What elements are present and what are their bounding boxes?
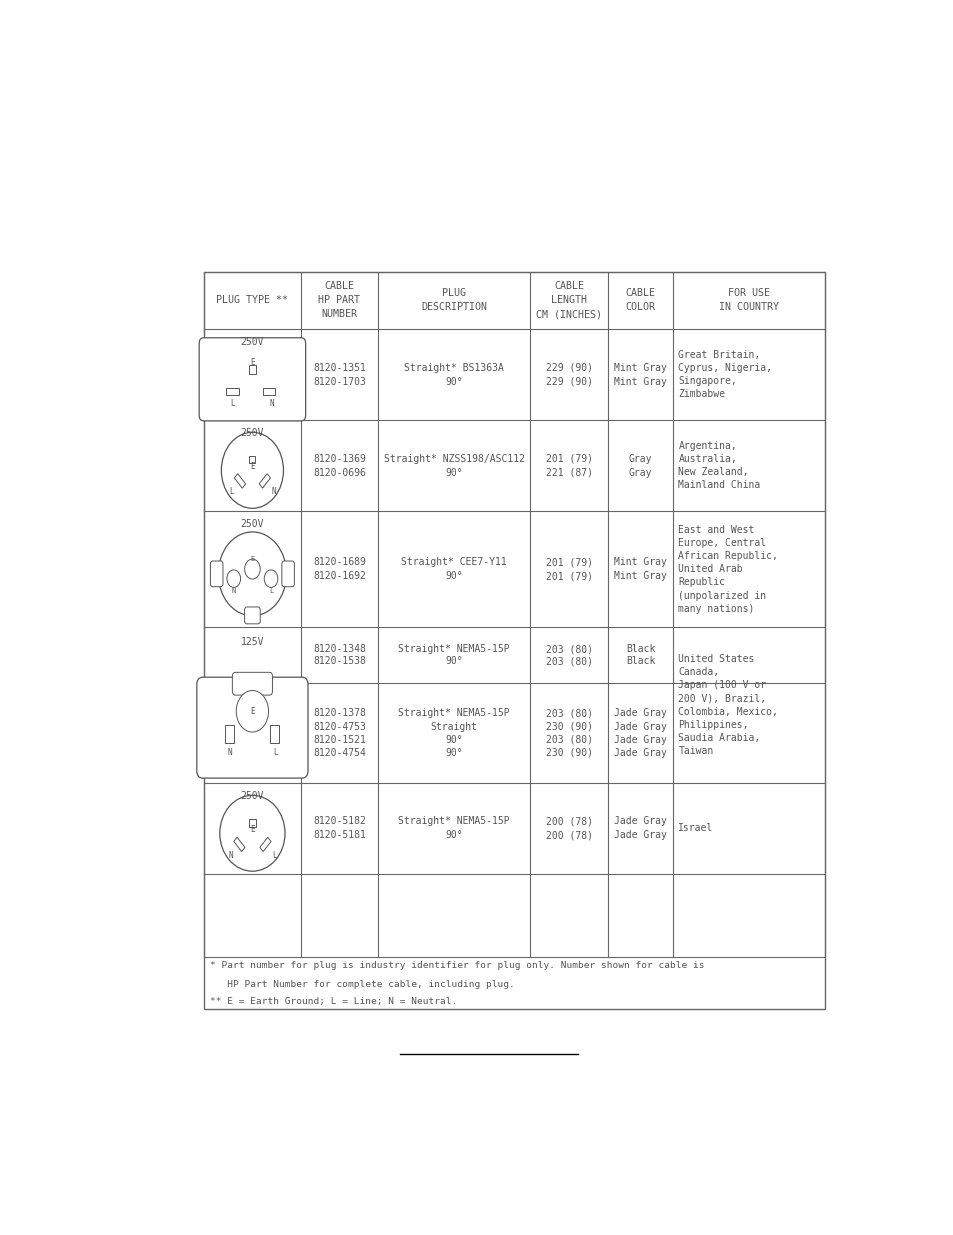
Text: E: E [250, 556, 254, 562]
Bar [249, 456, 255, 463]
Text: 8120-5182
8120-5181: 8120-5182 8120-5181 [313, 816, 365, 841]
Text: Argentina,
Australia,
New Zealand,
Mainland China: Argentina, Australia, New Zealand, Mainl… [678, 441, 760, 490]
Text: Straight* NZSS198/ASC112
90°: Straight* NZSS198/ASC112 90° [383, 453, 524, 478]
Text: L: L [230, 399, 234, 408]
Text: 125V: 125V [240, 637, 264, 647]
Text: Jade Gray
Jade Gray
Jade Gray
Jade Gray: Jade Gray Jade Gray Jade Gray Jade Gray [614, 709, 666, 758]
Text: N: N [270, 399, 274, 408]
Text: CABLE
COLOR: CABLE COLOR [625, 289, 655, 312]
Text: E: E [250, 825, 254, 834]
Text: 250V: 250V [240, 790, 264, 800]
Text: Israel: Israel [678, 824, 713, 834]
Bar [234, 474, 245, 488]
Ellipse shape [218, 532, 286, 616]
FancyBboxPatch shape [244, 606, 260, 624]
Bar [262, 389, 274, 395]
Text: 250V: 250V [240, 337, 264, 347]
Ellipse shape [221, 432, 283, 509]
Text: 203 (80)
230 (90)
203 (80)
230 (90): 203 (80) 230 (90) 203 (80) 230 (90) [545, 709, 592, 758]
FancyBboxPatch shape [281, 561, 294, 587]
Text: United States
Canada,
Japan (100 V or
200 V), Brazil,
Colombia, Mexico,
Philippi: United States Canada, Japan (100 V or 20… [678, 653, 778, 756]
Text: Straight* BS1363A
90°: Straight* BS1363A 90° [404, 363, 503, 387]
Circle shape [227, 569, 240, 588]
Text: * Part number for plug is industry identifier for plug only. Number shown for ca: * Part number for plug is industry ident… [210, 961, 704, 971]
FancyBboxPatch shape [196, 677, 308, 778]
Text: 229 (90)
229 (90): 229 (90) 229 (90) [545, 363, 592, 387]
Text: Jade Gray
Jade Gray: Jade Gray Jade Gray [614, 816, 666, 841]
Text: L: L [272, 851, 276, 860]
Text: N: N [228, 851, 233, 860]
Text: 203 (80)
203 (80): 203 (80) 203 (80) [545, 645, 592, 666]
Text: PLUG TYPE **: PLUG TYPE ** [216, 295, 288, 305]
Text: 250V: 250V [240, 427, 264, 437]
Bar [226, 389, 238, 395]
Text: L: L [269, 588, 273, 594]
Circle shape [244, 559, 260, 579]
Text: L: L [273, 747, 277, 757]
Text: Great Britain,
Cyprus, Nigeria,
Singapore,
Zimbabwe: Great Britain, Cyprus, Nigeria, Singapor… [678, 350, 772, 399]
Text: 250V: 250V [240, 519, 264, 529]
Text: N: N [227, 747, 232, 757]
Bar [270, 725, 279, 743]
Text: E: E [250, 462, 254, 471]
FancyBboxPatch shape [233, 672, 273, 695]
Text: Straight* NEMA5-15P
90°: Straight* NEMA5-15P 90° [398, 816, 510, 841]
Bar [225, 725, 233, 743]
Text: ** E = Earth Ground; L = Line; N = Neutral.: ** E = Earth Ground; L = Line; N = Neutr… [210, 998, 456, 1007]
Text: Mint Gray
Mint Gray: Mint Gray Mint Gray [614, 363, 666, 387]
Text: CABLE
LENGTH
CM (INCHES): CABLE LENGTH CM (INCHES) [536, 282, 601, 320]
Text: 201 (79)
221 (87): 201 (79) 221 (87) [545, 453, 592, 478]
Text: HP Part Number for complete cable, including plug.: HP Part Number for complete cable, inclu… [210, 981, 515, 989]
Text: N: N [232, 588, 235, 594]
Text: 8120-1369
8120-0696: 8120-1369 8120-0696 [313, 453, 365, 478]
Bar [233, 837, 245, 852]
Text: 8120-1689
8120-1692: 8120-1689 8120-1692 [313, 557, 365, 582]
FancyBboxPatch shape [199, 337, 305, 421]
Text: E: E [250, 358, 254, 368]
Text: East and West
Europe, Central
African Republic,
United Arab
Republic
(unpolarize: East and West Europe, Central African Re… [678, 525, 778, 614]
Bar [249, 366, 255, 374]
Text: CABLE
HP PART
NUMBER: CABLE HP PART NUMBER [318, 282, 360, 320]
Text: PLUG
DESCRIPTION: PLUG DESCRIPTION [421, 289, 487, 312]
Circle shape [264, 569, 277, 588]
Circle shape [236, 690, 269, 732]
Text: Gray
Gray: Gray Gray [628, 453, 652, 478]
Text: 200 (78)
200 (78): 200 (78) 200 (78) [545, 816, 592, 841]
Ellipse shape [219, 795, 285, 871]
Bar [204, 272, 824, 1009]
Text: Mint Gray
Mint Gray: Mint Gray Mint Gray [614, 557, 666, 582]
Text: Straight* NEMA5-15P
90°: Straight* NEMA5-15P 90° [398, 645, 510, 666]
Text: Straight* CEE7-Y11
90°: Straight* CEE7-Y11 90° [401, 557, 507, 582]
Text: Black
Black: Black Black [625, 645, 655, 666]
Text: 8120-1378
8120-4753
8120-1521
8120-4754: 8120-1378 8120-4753 8120-1521 8120-4754 [313, 709, 365, 758]
Text: 8120-1351
8120-1703: 8120-1351 8120-1703 [313, 363, 365, 387]
Text: N: N [271, 487, 275, 495]
Text: 201 (79)
201 (79): 201 (79) 201 (79) [545, 557, 592, 582]
FancyBboxPatch shape [211, 561, 223, 587]
Bar [259, 837, 271, 852]
Text: 8120-1348
8120-1538: 8120-1348 8120-1538 [313, 645, 365, 666]
Text: FOR USE
IN COUNTRY: FOR USE IN COUNTRY [719, 289, 779, 312]
Text: E: E [250, 706, 254, 716]
Bar [259, 474, 271, 488]
Text: L: L [229, 487, 233, 495]
Bar [249, 819, 255, 827]
Text: Straight* NEMA5-15P
Straight
90°
90°: Straight* NEMA5-15P Straight 90° 90° [398, 709, 510, 758]
